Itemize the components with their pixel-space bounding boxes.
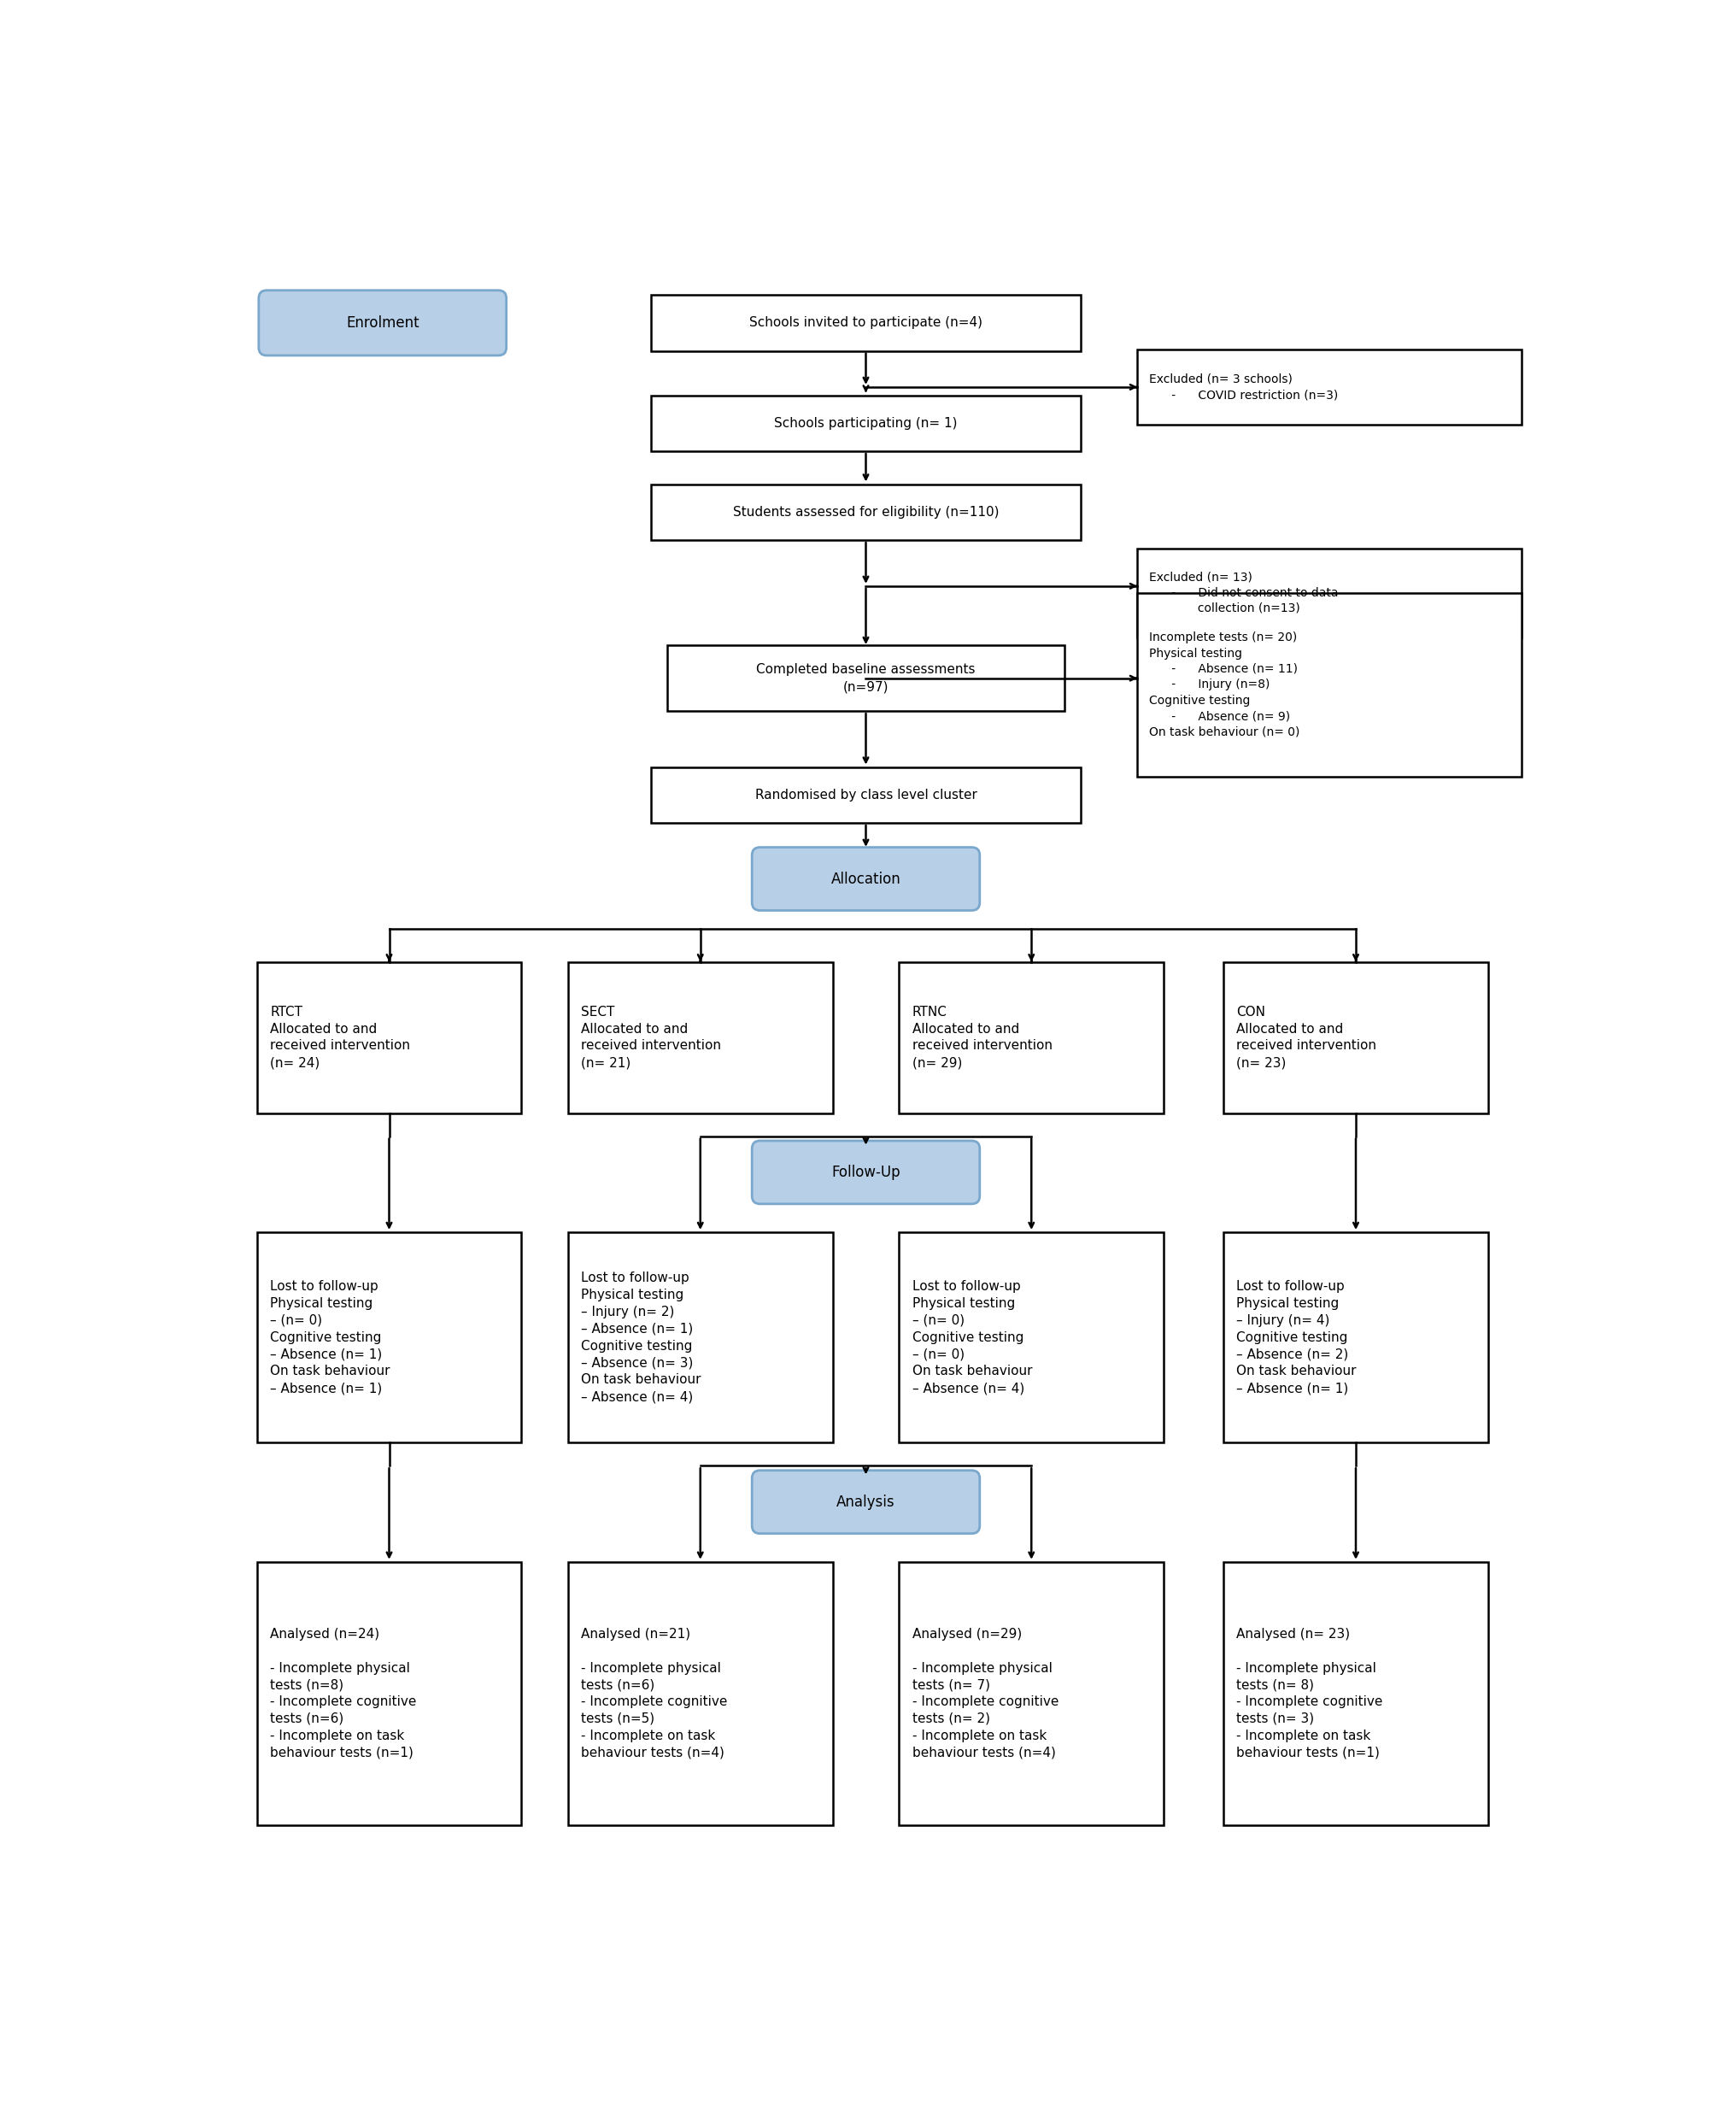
Text: Follow-Up: Follow-Up — [832, 1165, 901, 1180]
Text: RTCT
Allocated to and
received intervention
(n= 24): RTCT Allocated to and received intervent… — [271, 1006, 410, 1069]
Text: Analysis: Analysis — [837, 1495, 896, 1509]
Text: Allocation: Allocation — [832, 872, 901, 887]
Text: Students assessed for eligibility (n=110): Students assessed for eligibility (n=110… — [733, 506, 998, 519]
FancyBboxPatch shape — [899, 961, 1163, 1114]
FancyBboxPatch shape — [257, 1563, 521, 1824]
Text: Lost to follow-up
Physical testing
– Injury (n= 4)
Cognitive testing
– Absence (: Lost to follow-up Physical testing – Inj… — [1236, 1280, 1356, 1395]
FancyBboxPatch shape — [752, 848, 979, 910]
Text: CON
Allocated to and
received intervention
(n= 23): CON Allocated to and received interventi… — [1236, 1006, 1377, 1069]
FancyBboxPatch shape — [1137, 593, 1521, 776]
Text: Analysed (n=29)

- Incomplete physical
tests (n= 7)
- Incomplete cognitive
tests: Analysed (n=29) - Incomplete physical te… — [911, 1629, 1059, 1758]
Text: Lost to follow-up
Physical testing
– (n= 0)
Cognitive testing
– (n= 0)
On task b: Lost to follow-up Physical testing – (n=… — [911, 1280, 1033, 1395]
FancyBboxPatch shape — [1224, 1563, 1488, 1824]
Text: SECT
Allocated to and
received intervention
(n= 21): SECT Allocated to and received intervent… — [582, 1006, 720, 1069]
Text: Excluded (n= 3 schools)
      -      COVID restriction (n=3): Excluded (n= 3 schools) - COVID restrict… — [1149, 374, 1338, 402]
FancyBboxPatch shape — [651, 296, 1082, 351]
Text: Incomplete tests (n= 20)
Physical testing
      -      Absence (n= 11)
      -  : Incomplete tests (n= 20) Physical testin… — [1149, 631, 1300, 738]
Text: Schools participating (n= 1): Schools participating (n= 1) — [774, 417, 958, 429]
FancyBboxPatch shape — [752, 1471, 979, 1533]
FancyBboxPatch shape — [257, 1233, 521, 1444]
FancyBboxPatch shape — [1137, 349, 1521, 425]
Text: RTNC
Allocated to and
received intervention
(n= 29): RTNC Allocated to and received intervent… — [911, 1006, 1052, 1069]
Text: Completed baseline assessments
(n=97): Completed baseline assessments (n=97) — [757, 663, 976, 693]
FancyBboxPatch shape — [1224, 1233, 1488, 1444]
FancyBboxPatch shape — [667, 646, 1064, 710]
Text: Lost to follow-up
Physical testing
– Injury (n= 2)
– Absence (n= 1)
Cognitive te: Lost to follow-up Physical testing – Inj… — [582, 1271, 701, 1403]
Text: Analysed (n= 23)

- Incomplete physical
tests (n= 8)
- Incomplete cognitive
test: Analysed (n= 23) - Incomplete physical t… — [1236, 1629, 1384, 1758]
FancyBboxPatch shape — [899, 1233, 1163, 1444]
FancyBboxPatch shape — [568, 961, 833, 1114]
Text: Enrolment: Enrolment — [345, 315, 418, 330]
FancyBboxPatch shape — [257, 961, 521, 1114]
FancyBboxPatch shape — [651, 485, 1082, 540]
FancyBboxPatch shape — [651, 395, 1082, 451]
Text: Randomised by class level cluster: Randomised by class level cluster — [755, 789, 977, 802]
FancyBboxPatch shape — [259, 291, 507, 355]
Text: Analysed (n=24)

- Incomplete physical
tests (n=8)
- Incomplete cognitive
tests : Analysed (n=24) - Incomplete physical te… — [271, 1629, 417, 1758]
Text: Schools invited to participate (n=4): Schools invited to participate (n=4) — [750, 317, 983, 330]
Text: Analysed (n=21)

- Incomplete physical
tests (n=6)
- Incomplete cognitive
tests : Analysed (n=21) - Incomplete physical te… — [582, 1629, 727, 1758]
FancyBboxPatch shape — [752, 1142, 979, 1203]
FancyBboxPatch shape — [1137, 549, 1521, 638]
FancyBboxPatch shape — [568, 1233, 833, 1444]
FancyBboxPatch shape — [568, 1563, 833, 1824]
Text: Excluded (n= 13)
      -      Did not consent to data
             collection (n: Excluded (n= 13) - Did not consent to da… — [1149, 572, 1338, 614]
FancyBboxPatch shape — [1224, 961, 1488, 1114]
Text: Lost to follow-up
Physical testing
– (n= 0)
Cognitive testing
– Absence (n= 1)
O: Lost to follow-up Physical testing – (n=… — [271, 1280, 391, 1395]
FancyBboxPatch shape — [651, 767, 1082, 823]
FancyBboxPatch shape — [899, 1563, 1163, 1824]
